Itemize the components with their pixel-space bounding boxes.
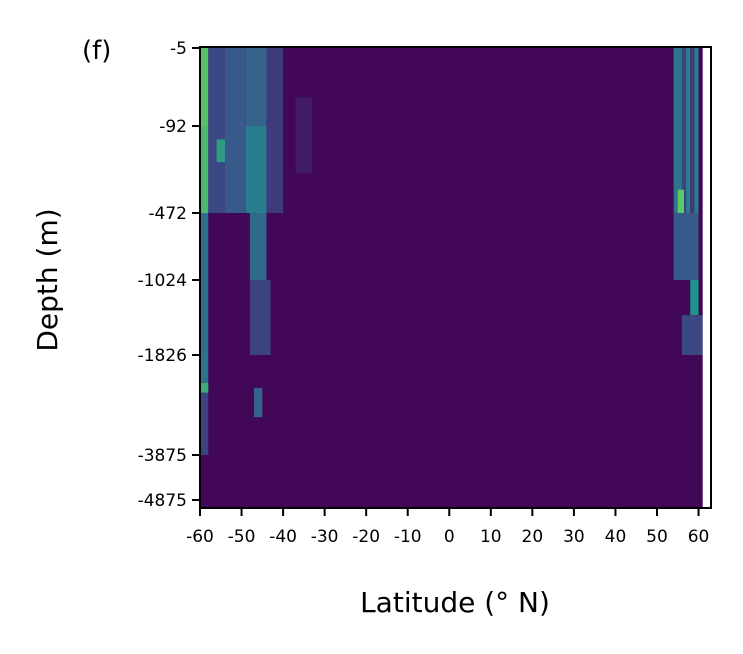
y-axis: -5 -92 -472 -1024 -1826 -3875 -4875	[138, 39, 200, 511]
y-tick-label: -1024	[138, 271, 187, 291]
heatmap-cell	[673, 48, 682, 213]
y-tick-label: -472	[148, 204, 187, 224]
heatmap-cell	[249, 213, 267, 280]
heatmap-cell	[200, 383, 209, 393]
heatmap-cell	[245, 48, 267, 126]
x-axis: -60 -50 -40 -30 -20 -10 0 10 20 30 40 50 60	[186, 508, 709, 547]
heatmap-cell	[266, 48, 284, 213]
x-tick-label: 30	[563, 527, 585, 547]
heatmap-cell	[681, 315, 703, 355]
x-axis-title: Latitude (° N)	[360, 586, 550, 619]
heatmap-background	[200, 47, 711, 508]
x-tick-label: 0	[444, 527, 455, 547]
heatmap-cells	[200, 47, 711, 508]
x-tick-label: -20	[352, 527, 380, 547]
y-tick-label: -92	[159, 117, 187, 137]
x-tick-label: 20	[522, 527, 544, 547]
x-tick-label: 10	[480, 527, 502, 547]
panel-label: (f)	[82, 36, 111, 66]
heatmap-cell	[200, 48, 209, 126]
heatmap-cell	[208, 48, 225, 213]
heatmap-cell	[673, 213, 699, 280]
heatmap-cell	[200, 213, 209, 355]
heatmap-cell	[200, 392, 209, 455]
no-data-region	[702, 47, 711, 508]
heatmap-cell	[200, 355, 209, 384]
heatmap-cell	[295, 97, 313, 174]
x-tick-label: 40	[605, 527, 627, 547]
heatmap-cell	[690, 280, 699, 316]
plot-frame	[199, 46, 712, 509]
heatmap-cell	[677, 189, 684, 213]
heatmap-cell	[694, 48, 699, 213]
heatmap-cell	[224, 48, 246, 213]
x-tick-label: -50	[228, 527, 256, 547]
heatmap-cell	[681, 48, 687, 213]
heatmap-cell	[686, 48, 691, 213]
heatmap-cell	[249, 280, 271, 355]
heatmap-cell	[216, 139, 225, 163]
y-tick-label: -1826	[138, 346, 187, 366]
y-tick-label: -3875	[138, 446, 187, 466]
x-tick-label: -30	[311, 527, 339, 547]
x-tick-label: -40	[269, 527, 297, 547]
heatmap-cell	[690, 48, 695, 213]
x-tick-label: 60	[688, 527, 710, 547]
heatmap-cell	[245, 126, 267, 213]
heatmap-cell	[254, 387, 263, 418]
y-tick-label: -4875	[138, 491, 187, 511]
x-tick-label: -10	[394, 527, 422, 547]
x-tick-label: -60	[186, 527, 214, 547]
heatmap-cell	[200, 126, 209, 213]
x-tick-label: 50	[646, 527, 668, 547]
y-tick-label: -5	[170, 39, 187, 59]
y-axis-title: Depth (m)	[31, 208, 64, 351]
